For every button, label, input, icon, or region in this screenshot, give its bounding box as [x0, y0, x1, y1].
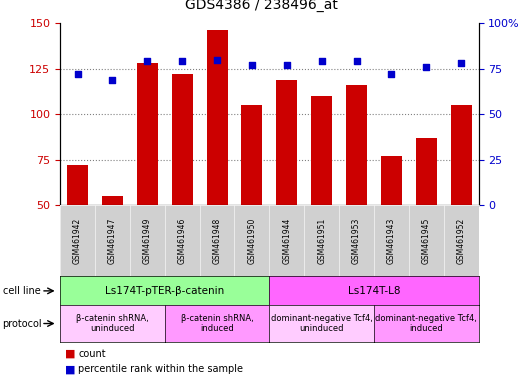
Point [248, 62, 256, 68]
Point [282, 62, 291, 68]
Point [422, 64, 430, 70]
Bar [416, 138, 437, 296]
Bar [207, 30, 228, 296]
Bar [276, 79, 297, 296]
Point [387, 71, 395, 77]
Point [178, 58, 186, 65]
Text: dominant-negative Tcf4,
uninduced: dominant-negative Tcf4, uninduced [271, 314, 372, 333]
Text: GSM461950: GSM461950 [247, 218, 256, 264]
Bar [242, 105, 263, 296]
Text: GSM461947: GSM461947 [108, 218, 117, 264]
Text: β-catenin shRNA,
induced: β-catenin shRNA, induced [180, 314, 254, 333]
Bar [172, 74, 192, 296]
Text: Ls174T-pTER-β-catenin: Ls174T-pTER-β-catenin [105, 286, 224, 296]
Point [73, 71, 82, 77]
Point [108, 76, 117, 83]
Text: protocol: protocol [3, 318, 42, 329]
Text: Ls174T-L8: Ls174T-L8 [348, 286, 400, 296]
Text: GSM461949: GSM461949 [143, 218, 152, 264]
Text: count: count [78, 349, 106, 359]
Text: GSM461942: GSM461942 [73, 218, 82, 264]
Text: percentile rank within the sample: percentile rank within the sample [78, 364, 243, 374]
Bar [102, 196, 123, 296]
Point [353, 58, 361, 65]
Text: GSM461946: GSM461946 [178, 218, 187, 264]
Bar [137, 63, 158, 296]
Point [143, 58, 152, 65]
Text: GSM461945: GSM461945 [422, 218, 431, 264]
Text: GDS4386 / 238496_at: GDS4386 / 238496_at [185, 0, 338, 12]
Bar [381, 156, 402, 296]
Text: dominant-negative Tcf4,
induced: dominant-negative Tcf4, induced [376, 314, 477, 333]
Text: GSM461953: GSM461953 [352, 218, 361, 264]
Text: GSM461944: GSM461944 [282, 218, 291, 264]
Text: β-catenin shRNA,
uninduced: β-catenin shRNA, uninduced [76, 314, 149, 333]
Text: GSM461943: GSM461943 [387, 218, 396, 264]
Text: cell line: cell line [3, 286, 40, 296]
Text: GSM461952: GSM461952 [457, 218, 465, 264]
Point [457, 60, 465, 66]
Bar [451, 105, 472, 296]
Text: ■: ■ [65, 349, 76, 359]
Point [213, 56, 221, 63]
Bar [346, 85, 367, 296]
Text: GSM461951: GSM461951 [317, 218, 326, 264]
Bar [67, 166, 88, 296]
Text: ■: ■ [65, 364, 76, 374]
Bar [311, 96, 332, 296]
Text: GSM461948: GSM461948 [212, 218, 222, 264]
Point [317, 58, 326, 65]
